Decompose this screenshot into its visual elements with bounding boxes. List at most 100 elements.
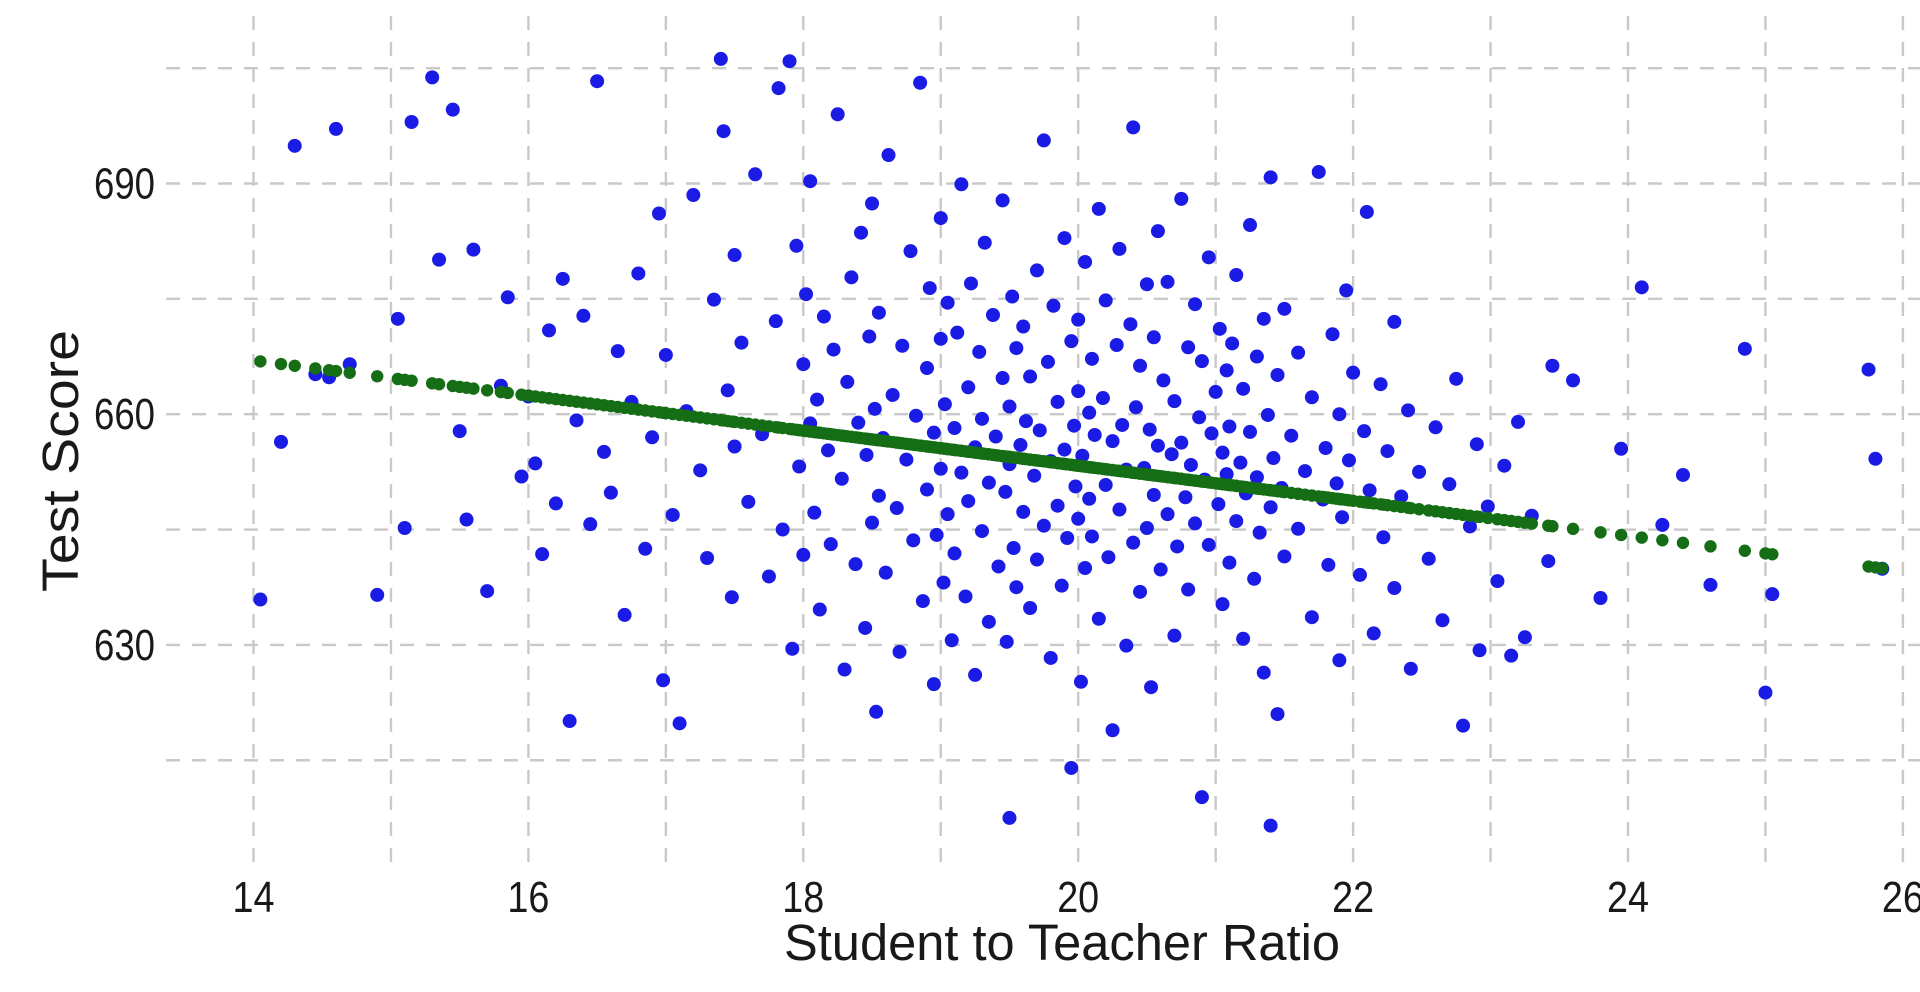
data-point [500, 290, 515, 305]
data-point [665, 507, 680, 522]
data-point [1032, 423, 1047, 438]
data-point [985, 307, 1000, 322]
data-point [1119, 638, 1134, 653]
data-point [1517, 630, 1532, 645]
data-point [1023, 369, 1038, 384]
data-point [1071, 384, 1086, 399]
data-point [1029, 552, 1044, 567]
data-point [1057, 442, 1072, 457]
data-point [929, 527, 944, 542]
data-point [1252, 525, 1267, 540]
data-point [906, 533, 921, 548]
data-point [1201, 537, 1216, 552]
fitted-point [1525, 517, 1538, 530]
data-point [651, 206, 666, 221]
data-point [1050, 498, 1065, 513]
data-point [466, 242, 481, 257]
x-tick-label: 20 [1057, 873, 1099, 922]
data-point [913, 75, 928, 90]
data-point [1188, 516, 1203, 531]
y-tick-label: 630 [94, 621, 155, 670]
data-point [576, 308, 591, 323]
data-point [480, 584, 495, 599]
data-point [1266, 451, 1281, 466]
data-point [920, 482, 935, 497]
data-point [1229, 268, 1244, 283]
data-point [775, 522, 790, 537]
data-point [1284, 428, 1299, 443]
fitted-point [288, 359, 301, 372]
data-point [1009, 341, 1024, 356]
fitted-point [1766, 548, 1779, 561]
data-point [848, 557, 863, 572]
data-point [867, 401, 882, 416]
data-point [878, 565, 893, 580]
data-point [1480, 499, 1495, 514]
data-point [1057, 231, 1072, 246]
data-point [706, 292, 721, 307]
data-point [999, 634, 1014, 649]
data-point [1082, 405, 1097, 420]
data-point [1263, 500, 1278, 515]
data-point [1675, 467, 1690, 482]
data-point [1142, 422, 1157, 437]
data-point [821, 443, 836, 458]
data-point [1249, 470, 1264, 485]
fitted-point [1546, 520, 1559, 533]
data-point [1204, 426, 1219, 441]
data-point [1249, 349, 1264, 364]
fitted-point [274, 357, 288, 371]
data-point [1071, 312, 1086, 327]
data-point [1112, 241, 1127, 256]
data-point [920, 361, 935, 376]
data-point [1428, 420, 1443, 435]
data-point [1394, 489, 1409, 504]
data-point [542, 323, 557, 338]
data-point [1861, 362, 1876, 377]
data-point [686, 188, 701, 203]
x-tick-label: 26 [1882, 873, 1920, 922]
data-point [1758, 685, 1773, 700]
chart-canvas: 630 660 690 14 16 18 20 22 24 26 Student to Teache… [40, 16, 1920, 971]
data-point [1703, 577, 1718, 592]
data-point [1403, 661, 1418, 676]
data-point [590, 74, 605, 89]
data-point [933, 331, 948, 346]
data-point [909, 408, 924, 423]
data-point [1192, 410, 1207, 425]
x-tick-label: 22 [1332, 873, 1374, 922]
data-point [425, 70, 440, 85]
data-point [617, 607, 632, 622]
data-point [638, 541, 653, 556]
fitted-point [371, 370, 384, 383]
data-point [1270, 367, 1285, 382]
data-point [926, 677, 941, 692]
data-point [1095, 391, 1110, 406]
data-point [871, 488, 886, 503]
data-point [1412, 464, 1427, 479]
data-point [1027, 468, 1042, 483]
data-point [1054, 578, 1069, 593]
data-point [1215, 597, 1230, 612]
data-point [1002, 399, 1017, 414]
data-point [569, 413, 584, 428]
data-point [1868, 451, 1883, 466]
data-point [1329, 476, 1344, 491]
data-point [1212, 321, 1227, 336]
data-point [1225, 336, 1240, 351]
data-point [1219, 467, 1234, 482]
x-tick-label: 24 [1607, 873, 1649, 922]
data-point [555, 271, 570, 286]
data-point [799, 287, 814, 302]
data-point [859, 447, 874, 462]
data-point [1376, 530, 1391, 545]
data-point [936, 575, 951, 590]
data-point [1105, 434, 1120, 449]
y-axis-label: Test Score [40, 330, 89, 592]
data-point [452, 424, 467, 439]
data-point [895, 338, 910, 353]
data-point [404, 114, 419, 129]
data-point [1040, 354, 1055, 369]
data-point [789, 238, 804, 253]
data-point [961, 380, 976, 395]
